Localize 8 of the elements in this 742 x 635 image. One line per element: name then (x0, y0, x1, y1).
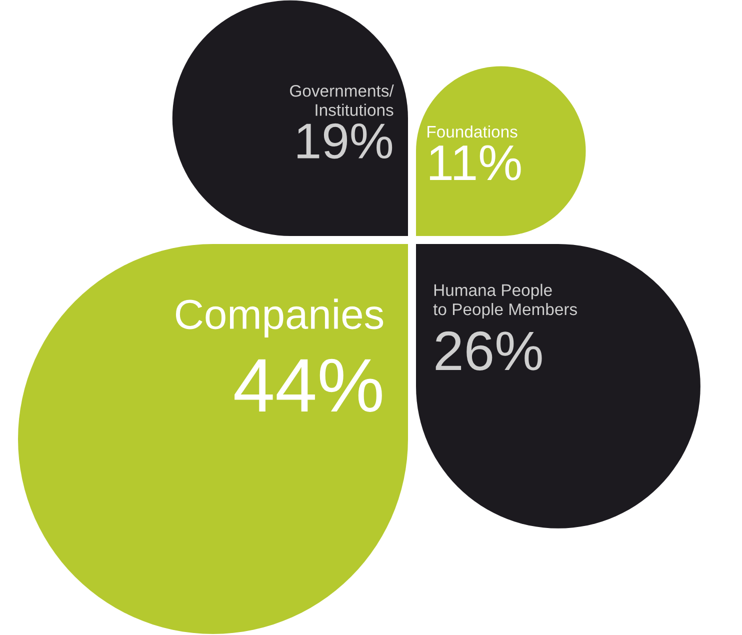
category-label: Governments/ Institutions (290, 84, 394, 116)
data-label: 11% (430, 145, 521, 180)
data-label: 44% (234, 358, 382, 412)
category-label: Companies (176, 298, 384, 338)
data-label: 19% (298, 123, 392, 159)
category-label: Humana People to People Members (433, 284, 577, 319)
category-label: Foundations (428, 125, 518, 138)
data-label: 26% (436, 331, 542, 371)
